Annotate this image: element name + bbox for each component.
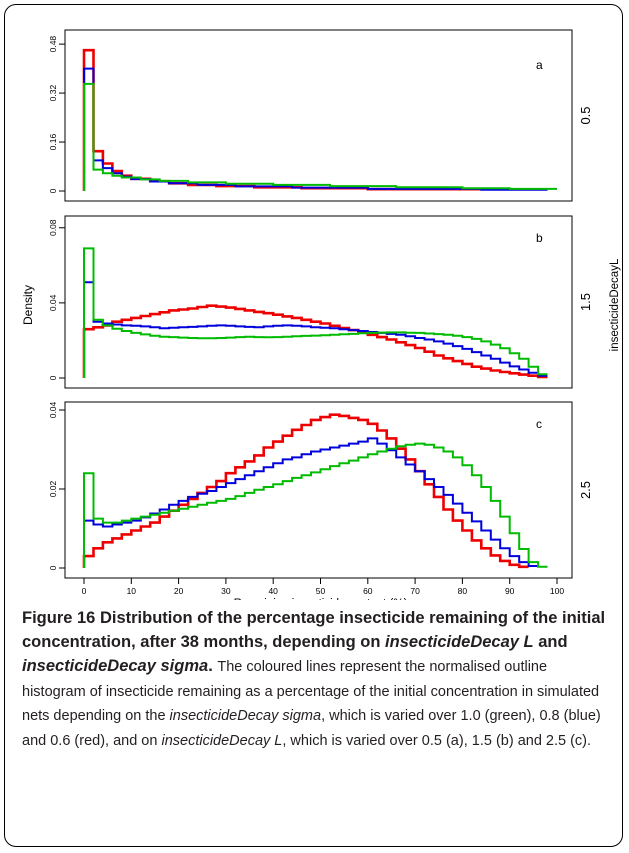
panel-box-c <box>64 401 573 579</box>
y-tick-label-a: 0.16 <box>48 133 58 150</box>
caption-title-end: . <box>208 657 213 675</box>
series-line-c-blue <box>83 437 539 568</box>
y-tick-label-a: 0 <box>48 188 58 193</box>
facet-strip-title: insecticideDecayL <box>609 258 621 351</box>
y-tick-label-c: 0.02 <box>48 480 58 497</box>
panel-tag-b: b <box>536 231 543 245</box>
x-tick-label: 90 <box>505 586 515 596</box>
panel-tag-a: a <box>536 58 543 72</box>
caption-title-text: Distribution of the percentage insectici… <box>22 609 606 651</box>
caption-body-text-1: The coloured lines represent the normali… <box>22 659 600 724</box>
caption-body-emphasis-sigma: insecticideDecay sigma <box>169 708 322 724</box>
caption-title-emphasis-l: insecticideDecay L <box>385 633 534 651</box>
y-tick-label-b: 0.04 <box>48 294 58 311</box>
series-line-a-blue <box>83 67 548 191</box>
series-line-c-green <box>83 442 548 568</box>
y-tick-label-b: 0.08 <box>48 219 58 236</box>
y-tick-label-a: 0.32 <box>48 85 58 102</box>
figure-label: Figure 16 <box>22 609 96 627</box>
x-axis-label: Remaining insecticide content (%) <box>234 598 408 600</box>
caption-title: Figure 16 Distribution of the percentage… <box>22 606 612 752</box>
x-tick-label: 20 <box>174 586 184 596</box>
x-tick-label: 50 <box>316 586 326 596</box>
series-line-c-red <box>82 413 529 569</box>
caption-body: The coloured lines represent the normali… <box>22 659 601 749</box>
x-tick-label: 100 <box>550 586 564 596</box>
y-tick-label-c: 0 <box>48 565 58 570</box>
y-tick-label-a: 0.48 <box>48 36 58 53</box>
caption-body-text-3: , which is varied over 0.5 (a), 1.5 (b) … <box>282 732 592 749</box>
chart: 0 0.16 0.32 0.48 0.5 a 0 0.04 0.08 1.5 b 0 0.02 0.04 2… <box>21 29 621 600</box>
x-tick-label: 80 <box>458 586 468 596</box>
strip-label-a: 0.5 <box>578 106 593 124</box>
series-line-a-red <box>82 48 491 191</box>
x-tick-label: 10 <box>127 586 137 596</box>
y-tick-label-c: 0.04 <box>48 401 58 418</box>
figure-frame <box>4 4 623 847</box>
panel-tag-c: c <box>536 417 542 431</box>
x-tick-label: 40 <box>268 586 278 596</box>
strip-label-b: 1.5 <box>578 293 593 311</box>
x-tick-label: 30 <box>221 586 231 596</box>
series-line-b-green <box>83 247 548 378</box>
series-line-b-red <box>82 304 548 379</box>
caption-title-and: and <box>538 633 568 651</box>
caption-title-emphasis-sigma: insecticideDecay sigma <box>22 657 209 675</box>
series-line-b-blue <box>83 281 548 378</box>
caption-body-text-2: , which is varied over 1.0 (green), 0.8 … <box>22 708 601 749</box>
series-line-a-green <box>83 82 557 191</box>
y-tick-label-b: 0 <box>48 375 58 380</box>
strip-label-c: 2.5 <box>578 481 593 499</box>
caption-body-emphasis-l: insecticideDecay L <box>161 732 283 749</box>
panel-box-a <box>64 29 573 202</box>
y-axis-label: Density <box>21 285 35 325</box>
figure-caption: Figure 16 Distribution of the percentage… <box>22 606 612 752</box>
x-tick-label: 70 <box>410 586 420 596</box>
x-tick-label: 0 <box>82 586 87 596</box>
panel-box-b <box>64 215 573 389</box>
x-tick-label: 60 <box>363 586 373 596</box>
